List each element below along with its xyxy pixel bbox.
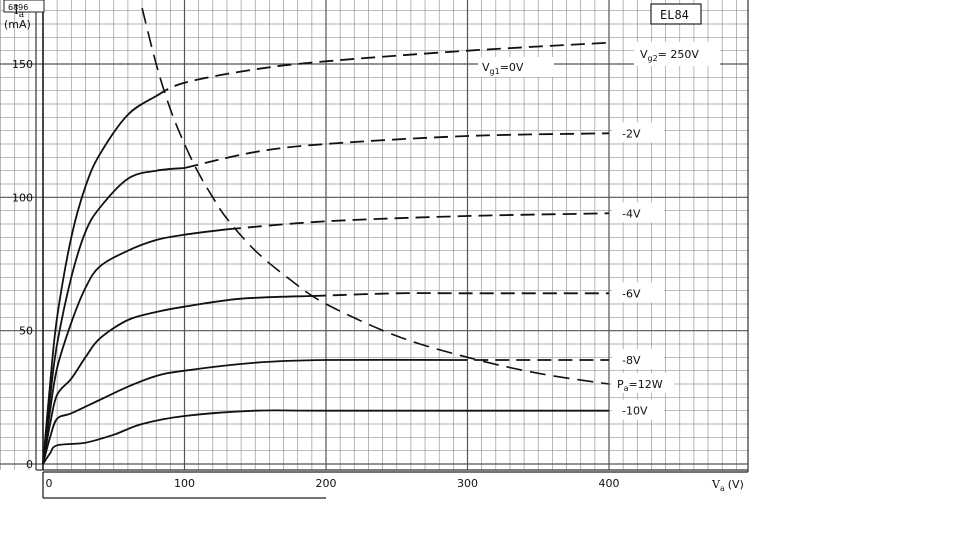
x-tick-label: 100 (174, 477, 195, 490)
power-label-bg (612, 373, 674, 393)
series-line-2v (42, 167, 185, 465)
chart-title: EL84 (660, 8, 689, 22)
series-label: -10V (622, 405, 648, 418)
series-dashed-vg1-0v (155, 41, 610, 97)
series-label: -4V (622, 207, 641, 220)
title-box (650, 3, 702, 25)
series-label-sub: g1 (490, 67, 500, 76)
power-label-value: =12W (629, 378, 663, 391)
labels: 0 100 200 300 400 0 50 100 150 Vg1=0V -2V -4V -6V -8V… (12, 57, 674, 490)
series-label-bg (612, 282, 664, 303)
series-label-group: -2V (612, 122, 664, 143)
x-tick-label: 400 (599, 477, 620, 490)
x-tick-label: 0 (46, 477, 53, 490)
condition-box (634, 42, 720, 66)
condition-value: = 250V (658, 48, 700, 61)
grid-minor (0, 0, 748, 470)
series-label-group: -6V (612, 282, 664, 303)
curves (42, 7, 610, 465)
series-line-6v (42, 295, 312, 465)
y-tick-label: 150 (12, 58, 33, 71)
series-line-10v (42, 409, 609, 465)
series-label-group: -10V (612, 399, 664, 420)
series-label-group: Vg1=0V (478, 57, 554, 77)
series-label-group: -4V (612, 202, 664, 223)
figure-code: 6896 (8, 3, 28, 12)
grid-major (0, 0, 748, 470)
series-label: -6V (622, 287, 641, 300)
figure-code-box (3, 0, 45, 13)
x-axis-sub: a (720, 484, 725, 493)
series-label-bg (612, 399, 664, 420)
series-dashed-4v (226, 212, 610, 231)
x-tick-label: 200 (316, 477, 337, 490)
series-line-4v (42, 228, 228, 465)
condition-sub: g2 (648, 54, 658, 63)
x-axis-label: Va (V) (711, 478, 744, 493)
power-limit-curve (141, 7, 610, 385)
series-label-group: -8V (612, 349, 664, 369)
power-label-sub: a (624, 384, 629, 393)
y-axis-label: Ia (14, 3, 25, 20)
series-label: -2V (622, 127, 641, 140)
y-tick-label: 0 (26, 458, 33, 471)
y-tick-label: 100 (12, 191, 33, 204)
y-axis-symbol: I (14, 3, 19, 17)
series-line-vg1-0v (42, 95, 157, 465)
series-label-bg (612, 349, 664, 369)
series-label-bg (612, 122, 664, 143)
axes (35, 0, 749, 499)
series-line-8v (42, 358, 454, 465)
x-axis-symbol: V (711, 478, 721, 491)
x-axis-unit: (V) (728, 478, 744, 491)
x-tick-label: 300 (457, 477, 478, 490)
condition-label: Vg2= 250V (640, 48, 699, 63)
series-label: -8V (622, 354, 641, 367)
power-label-symbol: P (617, 378, 624, 391)
series-label-bg (612, 202, 664, 223)
series-dashed-2v (184, 132, 610, 169)
y-axis-unit: (mA) (4, 18, 31, 31)
series-label-symbol: V (482, 61, 490, 74)
series-label-value: =0V (500, 61, 524, 74)
series-label: Vg1=0V (482, 61, 524, 76)
series-dashed-6v (311, 292, 609, 297)
power-label-group: Pa=12W (612, 373, 674, 393)
series-label-bg (478, 57, 554, 77)
power-label: Pa=12W (617, 378, 663, 393)
condition-symbol: V (640, 48, 648, 61)
y-axis-sub: a (19, 10, 25, 20)
y-tick-label: 50 (19, 325, 33, 338)
